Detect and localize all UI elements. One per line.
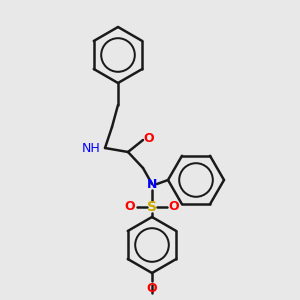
Text: O: O <box>144 131 154 145</box>
Text: O: O <box>169 200 179 214</box>
Text: O: O <box>125 200 135 214</box>
Text: N: N <box>147 178 157 190</box>
Text: O: O <box>147 281 157 295</box>
Text: S: S <box>147 200 157 214</box>
Text: NH: NH <box>82 142 100 154</box>
